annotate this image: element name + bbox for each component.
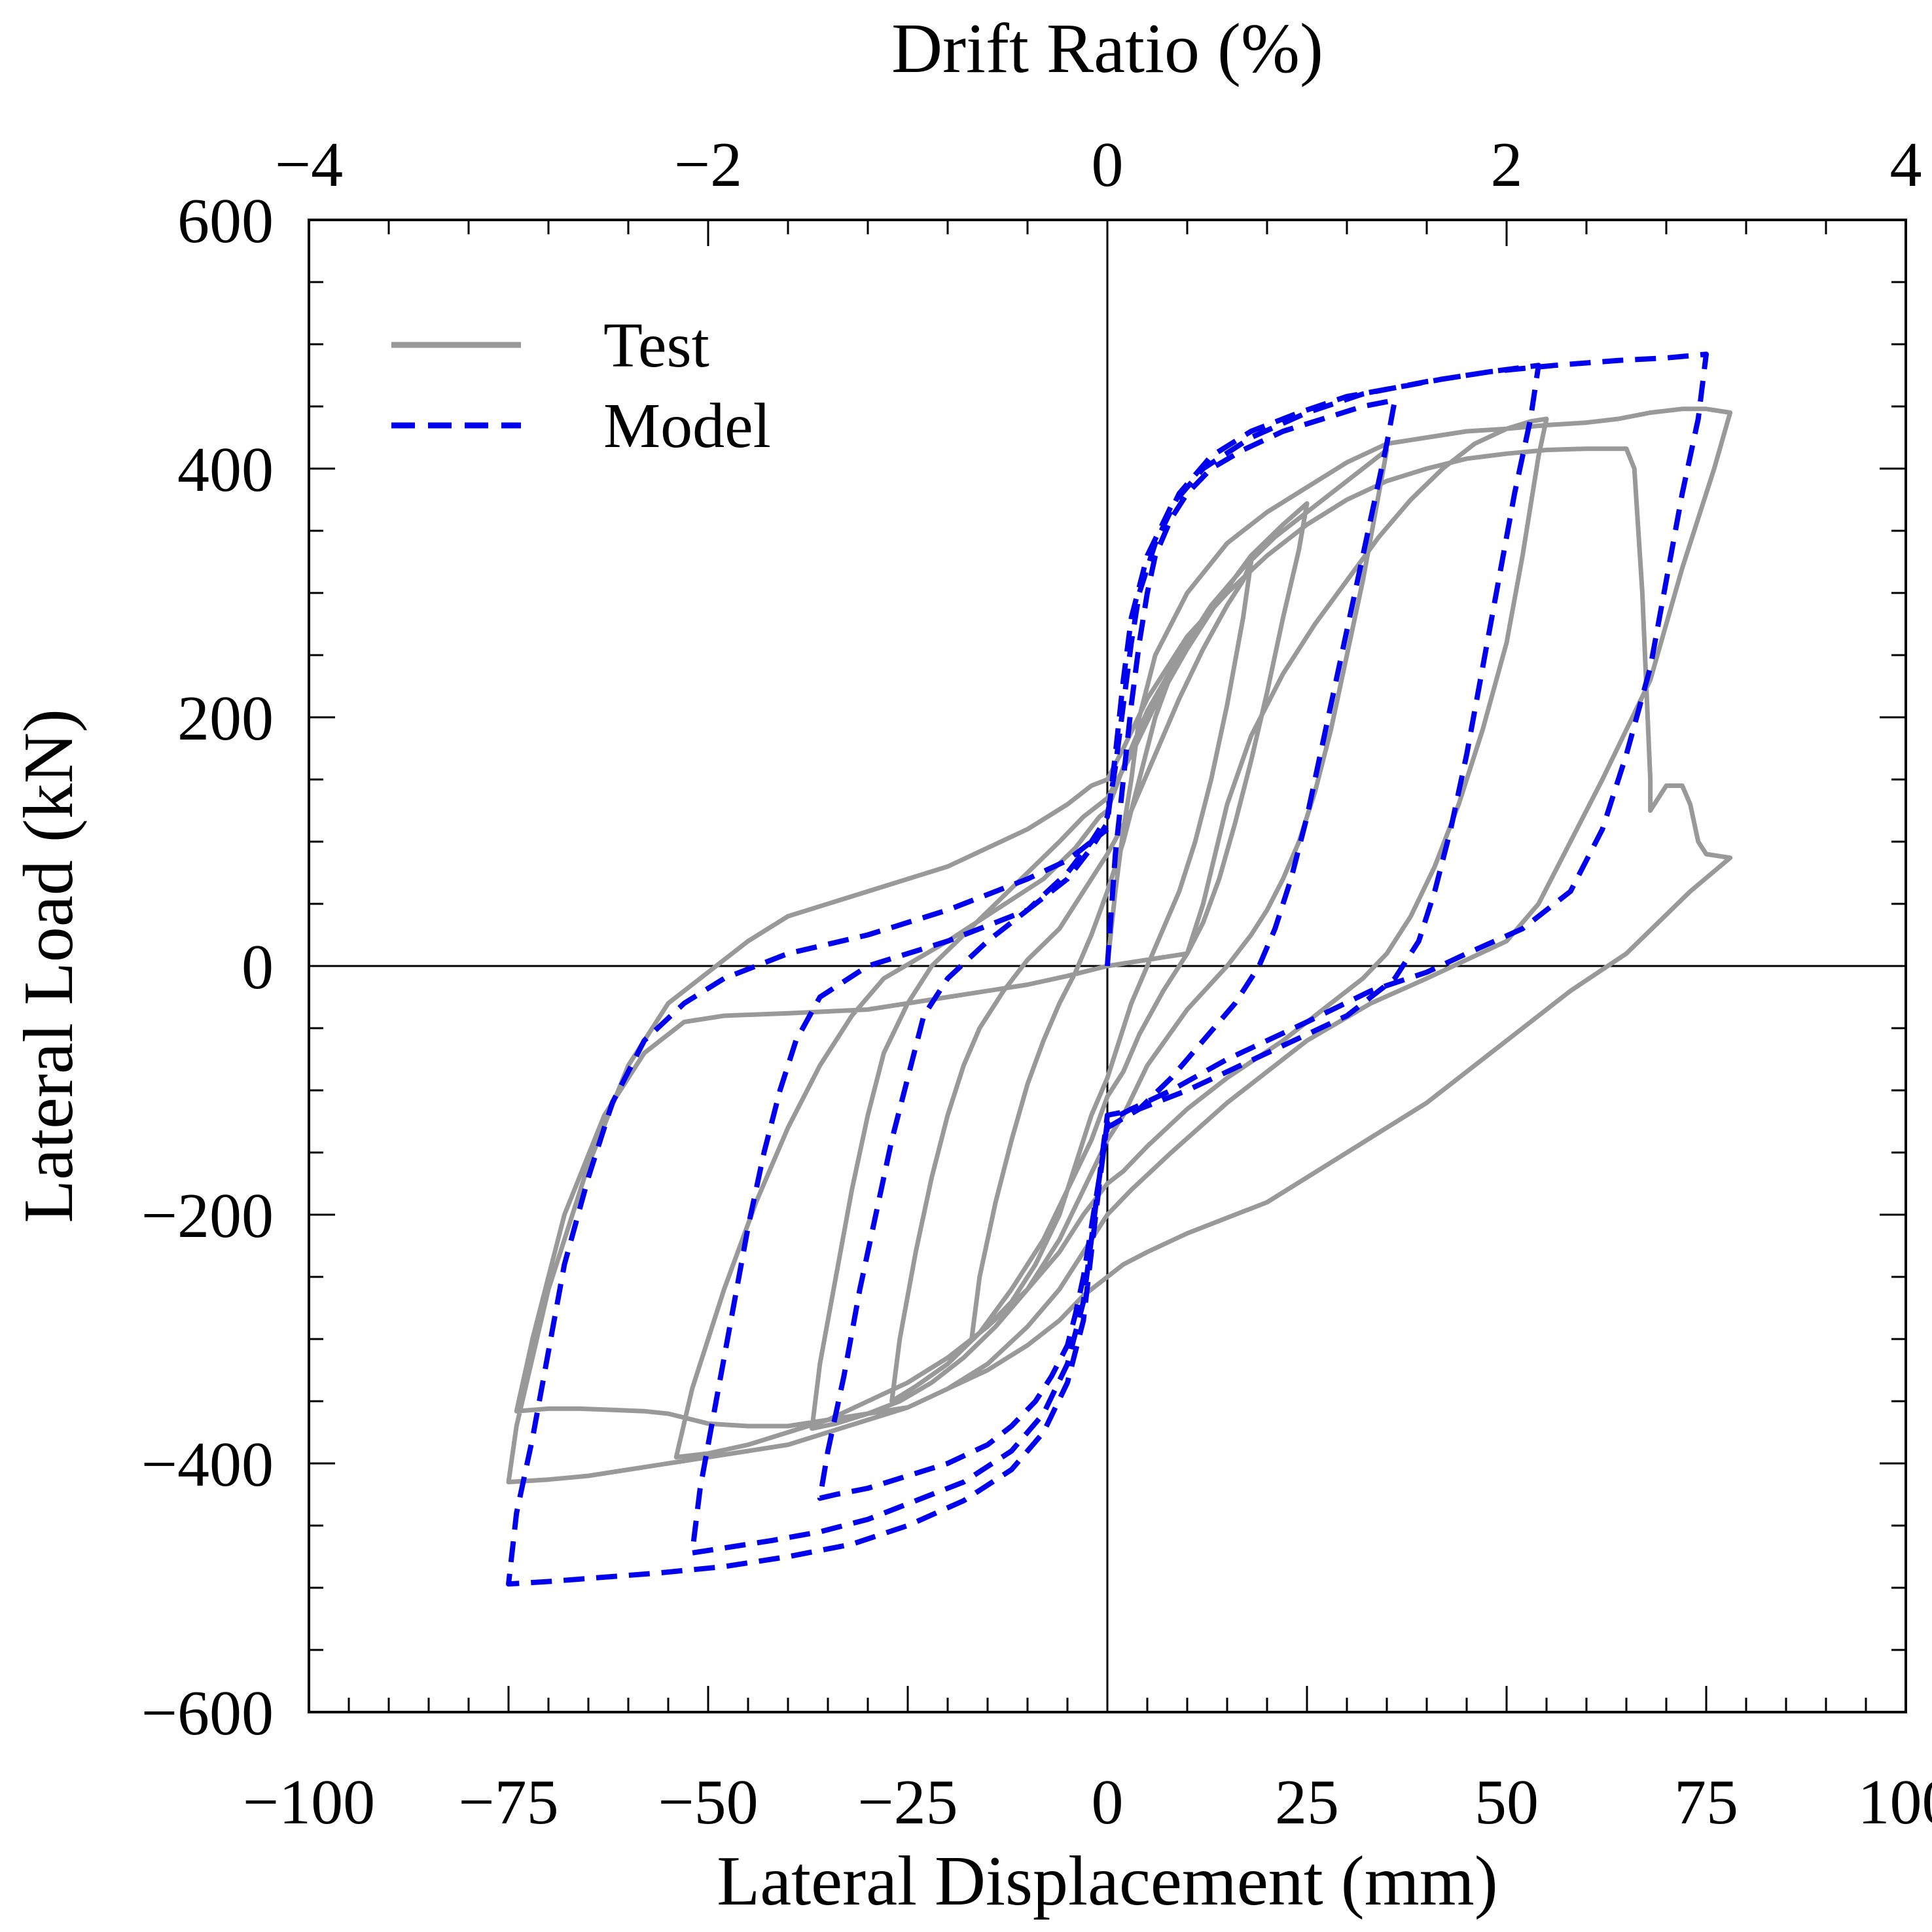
legend-label-model: Model — [603, 391, 771, 461]
y-tick-label: −400 — [141, 1429, 274, 1500]
x-tick-label: 75 — [1674, 1767, 1738, 1838]
series-line-test — [506, 406, 1733, 1484]
x-tick-label: −50 — [658, 1767, 758, 1838]
y-tick-label: 600 — [177, 186, 274, 257]
x-tick-label: 100 — [1858, 1767, 1932, 1838]
x-tick-label: −75 — [458, 1767, 558, 1838]
plot-frame — [308, 219, 1907, 1713]
legend-label-test: Test — [603, 310, 709, 381]
series-line-model — [506, 351, 1709, 1587]
y-tick-label: 0 — [241, 932, 274, 1003]
x-tick-label: 0 — [1092, 1767, 1124, 1838]
x-axis-title: Lateral Displacement (mm) — [717, 1842, 1497, 1920]
x2-tick-label: 0 — [1092, 130, 1124, 200]
x2-tick-label: 2 — [1491, 130, 1523, 200]
x-tick-label: −25 — [857, 1767, 957, 1838]
tick-labels: −100 −75 −50 −25 0 25 50 75 100 −4 −2 0 2 4 −600 −400 −2… — [141, 130, 1932, 1838]
axis-ticks — [308, 219, 1907, 1713]
x-tick-label: −100 — [243, 1767, 375, 1838]
y-axis-title: Lateral Load (kN) — [10, 709, 88, 1223]
legend: Test Model — [391, 310, 771, 461]
x2-tick-label: −2 — [674, 130, 742, 200]
y-tick-label: 400 — [177, 435, 274, 505]
series-lines — [506, 351, 1733, 1587]
y-tick-label: 200 — [177, 683, 274, 754]
x2-tick-label: −4 — [275, 130, 343, 200]
x-tick-label: 25 — [1275, 1767, 1339, 1838]
x-tick-label: 50 — [1475, 1767, 1539, 1838]
x2-axis-title: Drift Ratio (%) — [891, 10, 1323, 88]
y-tick-label: −200 — [141, 1181, 274, 1251]
x2-tick-label: 4 — [1890, 130, 1922, 200]
y-tick-label: −600 — [141, 1678, 274, 1749]
